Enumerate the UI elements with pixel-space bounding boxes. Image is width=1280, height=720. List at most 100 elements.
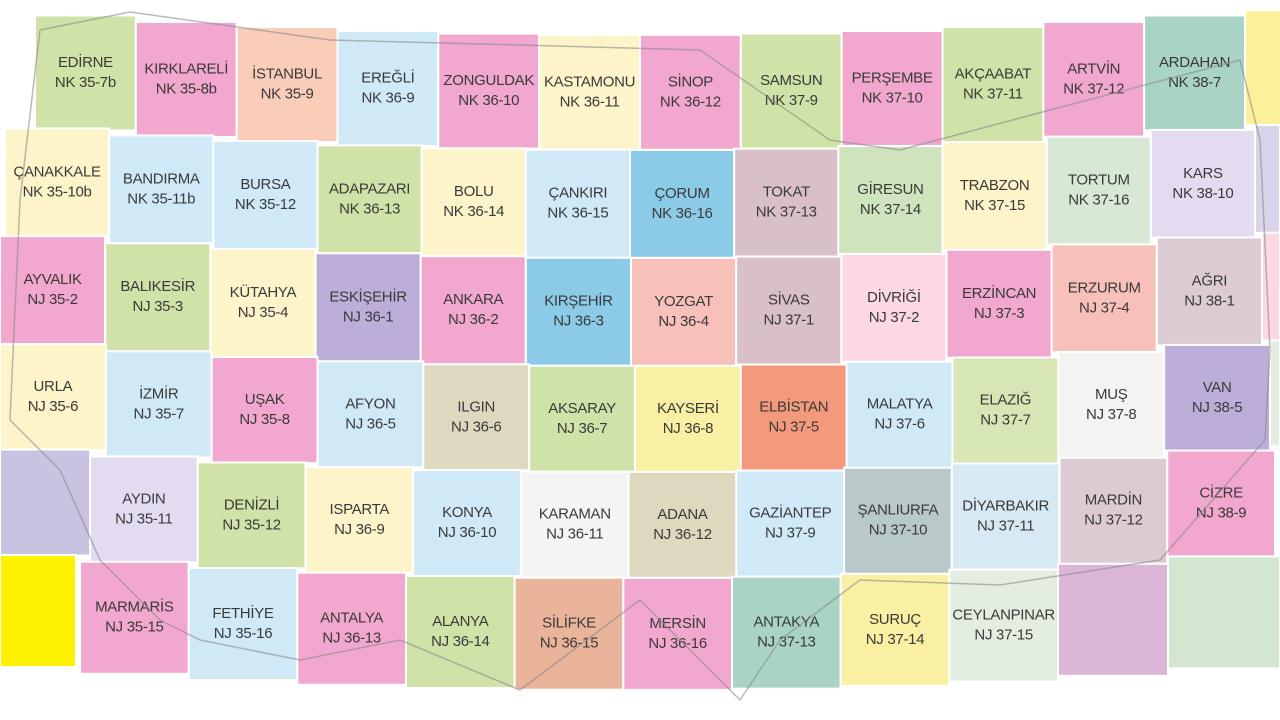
sheet-name: ELBİSTAN: [759, 397, 828, 415]
sheet-name: EDİRNE: [58, 53, 113, 71]
sheet-name: MARDİN: [1085, 491, 1142, 509]
sheet-name: SURUÇ: [869, 611, 921, 628]
sheet-name: MERSİN: [649, 614, 706, 632]
sheet-code: NK 36-13: [339, 200, 400, 217]
sheet-name: EREĞLİ: [361, 68, 414, 86]
sheet-name: BANDIRMA: [123, 170, 200, 187]
sheet-name: TRABZON: [960, 177, 1030, 194]
sheet-name: SİVAS: [768, 291, 810, 309]
map-sheet: [735, 469, 846, 578]
map-sheet: [839, 572, 951, 687]
sheet-name: ESKİŞEHİR: [329, 287, 407, 305]
sheet-name: KIRŞEHİR: [544, 292, 613, 310]
sheet-name: KASTAMONU: [544, 73, 635, 90]
sheet-code: NK 36-11: [560, 93, 620, 110]
sheet-code: NJ 38-5: [1192, 399, 1242, 416]
blank-tile: [0, 448, 91, 557]
sheet-name: ADAPAZARI: [329, 180, 410, 197]
sheet-code: NK 38-10: [1172, 185, 1233, 202]
sheet-name: KÜTAHYA: [230, 283, 297, 301]
sheet-name: KARAMAN: [539, 506, 611, 523]
sheet-name: ARTVİN: [1067, 59, 1120, 77]
sheet-name: ŞANLIURFA: [858, 502, 939, 519]
sheet-name: ANKARA: [443, 291, 503, 308]
sheet-name: AĞRI: [1192, 272, 1227, 289]
sheet-name: ALANYA: [432, 613, 489, 630]
sheet-name: MUŞ: [1095, 386, 1128, 403]
map-sheet: [622, 576, 733, 691]
sheet-name: DENİZLİ: [224, 495, 279, 513]
map-sheet: [950, 462, 1061, 571]
map-sheet: [1058, 456, 1169, 565]
sheet-code: NK 36-9: [361, 89, 414, 106]
sheet-code: NJ 35-15: [105, 619, 163, 636]
sheet-code: NJ 35-16: [214, 625, 272, 642]
sheet-code: NK 36-10: [458, 92, 519, 109]
sheet-code: NK 35-10b: [23, 183, 92, 200]
sheet-code: NJ 37-6: [874, 416, 924, 433]
sheet-code: NK 37-11: [963, 86, 1023, 103]
sheet-code: NK 37-14: [860, 201, 921, 218]
sheet-code: NJ 37-9: [765, 525, 815, 542]
sheet-code: NJ 37-10: [869, 522, 927, 539]
sheet-code: NJ 37-13: [757, 634, 815, 651]
sheet-name: DİVRİĞİ: [867, 288, 921, 306]
sheet-code: NJ 36-6: [451, 418, 501, 435]
sheet-code: NJ 37-11: [977, 517, 1034, 534]
sheet-name: GAZİANTEP: [749, 504, 832, 522]
sheet-code: NJ 36-4: [658, 313, 708, 330]
sheet-code: NK 37-15: [964, 197, 1025, 214]
map-sheet: [731, 575, 842, 690]
map-sheet: [419, 255, 527, 366]
map-sheet: [314, 252, 422, 363]
map-sheet: [304, 465, 415, 574]
sheet-name: AKSARAY: [548, 400, 616, 417]
map-sheet: [187, 566, 299, 681]
blank-tile: [1269, 339, 1280, 448]
sheet-code: NJ 35-3: [133, 298, 183, 315]
sheet-name: ADANA: [657, 506, 707, 523]
map-sheet: [296, 571, 408, 686]
sheet-name: SİLİFKE: [542, 614, 596, 632]
blank-tile: [1254, 124, 1280, 235]
sheet-code: NJ 37-7: [980, 411, 1030, 428]
sheet-name: ILGIN: [457, 398, 495, 415]
sheet-code: NK 35-8b: [156, 80, 217, 97]
sheet-name: FETHİYE: [212, 604, 274, 622]
sheet-name: TOKAT: [763, 184, 810, 201]
sheet-code: NJ 37-1: [764, 312, 814, 329]
map-sheet: [412, 469, 522, 578]
sheet-code: NJ 37-5: [769, 418, 819, 435]
sheet-code: NJ 36-8: [663, 420, 713, 437]
sheet-code: NJ 36-14: [431, 633, 489, 650]
sheet-code: NJ 35-12: [222, 516, 280, 533]
sheet-name: KAYSERİ: [657, 399, 719, 417]
sheet-name: ANTALYA: [320, 610, 383, 627]
sheet-name: MALATYA: [867, 396, 933, 413]
sheet-name: ZONGULDAK: [443, 72, 534, 89]
sheet-code: NK 35-7b: [55, 74, 116, 91]
map-sheet: [196, 461, 307, 570]
map-sheet: [134, 20, 238, 138]
sheet-code: NJ 36-1: [343, 308, 393, 325]
sheet-code: NK 36-16: [652, 205, 713, 222]
coastline: [9, 11, 1271, 702]
sheet-name: İSTANBUL: [252, 65, 322, 83]
sheet-name: TORTUM: [1068, 172, 1130, 189]
blank-tile: [1167, 555, 1280, 670]
sheet-code: NJ 37-15: [974, 627, 1032, 644]
map-sheet: [630, 256, 738, 367]
map-sheet: [1143, 14, 1246, 132]
sheet-code: NK 36-15: [547, 205, 608, 222]
sheet-code: NJ 36-9: [334, 521, 384, 538]
sheet-code: NK 35-11b: [127, 190, 195, 207]
sheet-code: NJ 38-9: [1196, 505, 1246, 522]
sheet-code: NK 37-16: [1068, 192, 1129, 209]
sheet-code: NJ 35-7: [134, 405, 184, 422]
sheet-code: NJ 36-7: [557, 420, 607, 437]
map-sheet: [948, 568, 1059, 683]
sheet-code: NK 37-13: [756, 204, 817, 221]
map-sheet: [1149, 128, 1257, 239]
